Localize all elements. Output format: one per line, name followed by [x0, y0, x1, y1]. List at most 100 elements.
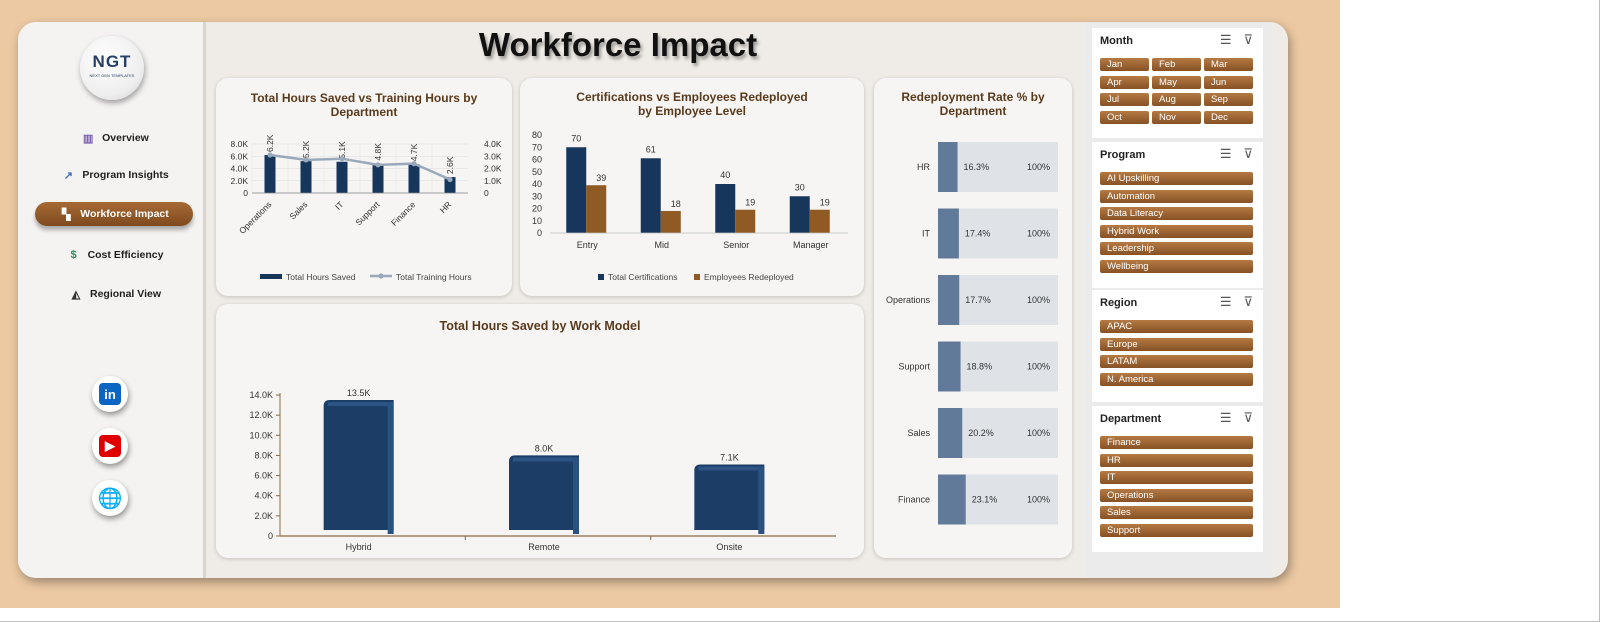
- slicer-item-apac[interactable]: APAC: [1100, 320, 1253, 333]
- legend-marker: [378, 273, 384, 279]
- youtube-button[interactable]: ▶: [92, 428, 128, 464]
- clear-filter-icon[interactable]: ⊽: [1243, 294, 1253, 309]
- nav-item-overview[interactable]: ▥ Overview: [36, 126, 194, 150]
- slicer-item-n-america[interactable]: N. America: [1100, 372, 1253, 386]
- y-tick-label: 4.0K: [254, 491, 273, 501]
- slicer-item-apr[interactable]: Apr: [1100, 75, 1149, 89]
- nav-item-cost-efficiency[interactable]: $ Cost Efficiency: [36, 243, 194, 267]
- x-tick-label: HR: [438, 199, 454, 215]
- data-label: 4.7K: [409, 143, 419, 161]
- slicer-item-aug[interactable]: Aug: [1152, 93, 1201, 106]
- nav-item-program-insights[interactable]: ↗ Program Insights: [36, 163, 194, 187]
- bar-work-model: [694, 464, 765, 530]
- chart-icon: ▥: [82, 132, 94, 145]
- slicer-program: Program ☰ ⊽ AI Upskilling Automation Data Lit…: [1092, 142, 1263, 288]
- bar-top: [327, 402, 388, 407]
- data-label: 23.1%: [972, 495, 998, 505]
- work-model-card: Total Hours Saved by Work Model 0 2.0K 4.0…: [216, 304, 864, 558]
- bar-redeployment-rate: [938, 408, 963, 458]
- slicer-item-ai-upskilling[interactable]: AI Upskilling: [1100, 172, 1253, 185]
- bar-hours-saved: [264, 155, 276, 193]
- bar-redeployed: [660, 210, 681, 233]
- data-label: 17.4%: [965, 229, 991, 239]
- y-tick-label: 2.0K: [231, 176, 249, 186]
- data-label: 2.6K: [445, 156, 455, 174]
- x-tick-label: Onsite: [716, 542, 742, 552]
- category-label: HR: [917, 162, 930, 172]
- nav-item-label: Workforce Impact: [80, 208, 169, 220]
- y-tick-label: 8.0K: [254, 450, 273, 460]
- bar-track: [938, 142, 1058, 192]
- slicer-item-dec[interactable]: Dec: [1204, 110, 1253, 124]
- money-icon: $: [70, 249, 77, 261]
- globe-button[interactable]: 🌐: [92, 480, 128, 516]
- data-label: 30: [795, 182, 805, 192]
- nav-item-label: Program Insights: [82, 169, 169, 181]
- y-tick-label: 70: [532, 142, 542, 152]
- multi-select-icon[interactable]: ☰: [1219, 146, 1232, 161]
- slicer-item-wellbeing[interactable]: Wellbeing: [1100, 259, 1253, 273]
- data-label: 39: [596, 173, 606, 183]
- redeployment-rate-card: Redeployment Rate % by Department HR 16.3…: [874, 78, 1072, 558]
- slicer-item-hr[interactable]: HR: [1100, 453, 1253, 467]
- slicer-item-sales[interactable]: Sales: [1100, 506, 1253, 519]
- slicer-item-automation[interactable]: Automation: [1100, 189, 1253, 203]
- nav-item-label: Cost Efficiency: [87, 249, 164, 261]
- slicer-item-feb[interactable]: Feb: [1152, 58, 1201, 71]
- point-training-hours: [375, 162, 381, 168]
- linkedin-icon: in: [99, 383, 121, 405]
- slicer-item-operations[interactable]: Operations: [1100, 488, 1253, 502]
- clear-filter-icon[interactable]: ⊽: [1243, 32, 1253, 47]
- multi-select-icon[interactable]: ☰: [1219, 410, 1232, 425]
- redeployment-rate-chart: HR 16.3% 100% IT 17.4% 100% Operations 17.7% 100…: [886, 142, 1058, 525]
- slicer-item-jan[interactable]: Jan: [1100, 58, 1149, 71]
- linkedin-button[interactable]: in: [92, 376, 128, 412]
- slicer-item-nov[interactable]: Nov: [1152, 110, 1201, 124]
- slicer-item-may[interactable]: May: [1152, 75, 1201, 89]
- slicer-item-finance[interactable]: Finance: [1100, 436, 1253, 449]
- data-label: 6.2K: [265, 134, 275, 152]
- logo-text: NGT: [92, 52, 132, 71]
- legend-swatch: [260, 274, 282, 279]
- slicer-item-jun[interactable]: Jun: [1204, 75, 1253, 89]
- y-tick-label: 6.0K: [254, 471, 273, 481]
- slicer-item-oct[interactable]: Oct: [1100, 110, 1149, 124]
- slicer-item-sep[interactable]: Sep: [1204, 93, 1253, 106]
- slicer-item-data-literacy[interactable]: Data Literacy: [1100, 207, 1253, 220]
- data-label: 19: [745, 198, 755, 208]
- clear-filter-icon[interactable]: ⊽: [1243, 146, 1253, 161]
- slicer-item-jul[interactable]: Jul: [1100, 93, 1149, 106]
- x-tick-label: IT: [333, 199, 345, 211]
- slicer-item-europe[interactable]: Europe: [1100, 337, 1253, 351]
- bar-redeployed: [586, 185, 607, 233]
- multi-select-icon[interactable]: ☰: [1219, 294, 1232, 309]
- clear-filter-icon[interactable]: ⊽: [1243, 410, 1253, 425]
- bar-work-model: [323, 400, 394, 530]
- data-label: 5.1K: [337, 141, 347, 159]
- legend-swatch: [694, 274, 700, 280]
- bar-hours-saved: [372, 163, 384, 193]
- logo: NGT NEXT GEN TEMPLATES: [80, 36, 144, 100]
- slicer-item-leadership[interactable]: Leadership: [1100, 242, 1253, 255]
- bar-redeployment-rate: [938, 208, 959, 259]
- category-label: Sales: [907, 428, 930, 438]
- category-label: IT: [922, 229, 931, 239]
- multi-select-icon[interactable]: ☰: [1219, 32, 1232, 47]
- y-tick-label: 10.0K: [249, 430, 273, 440]
- slicer-title: Department: [1100, 413, 1162, 425]
- nav-item-workforce-impact[interactable]: ▚ Workforce Impact: [35, 202, 193, 226]
- slicer-item-hybrid-work[interactable]: Hybrid Work: [1100, 224, 1253, 238]
- slicer-department: Department ☰ ⊽ Finance HR IT Operations Sales Su…: [1092, 406, 1263, 552]
- slicer-item-it[interactable]: IT: [1100, 471, 1253, 484]
- chart-title: Total Hours Saved by Work Model: [439, 319, 641, 333]
- slicer-item-mar[interactable]: Mar: [1204, 58, 1253, 71]
- certifications-chart: 0 10 20 30 40 50 60 70 80 70 39 Entry 61 18 Mid 40 19 Sen…: [532, 130, 848, 282]
- slicer-item-latam[interactable]: LATAM: [1100, 355, 1253, 368]
- work-model-chart: 0 2.0K 4.0K 6.0K 8.0K 10.0K 12.0K 14.0K 13.5K Hyb…: [249, 388, 836, 552]
- data-label: 17.7%: [965, 295, 991, 305]
- nav-item-regional-view[interactable]: ◭ Regional View: [36, 282, 194, 306]
- y2-tick-label: 4.0K: [484, 139, 502, 149]
- slicer-item-support[interactable]: Support: [1100, 523, 1253, 537]
- slicer-icons: ☰ ⊽: [1220, 146, 1253, 162]
